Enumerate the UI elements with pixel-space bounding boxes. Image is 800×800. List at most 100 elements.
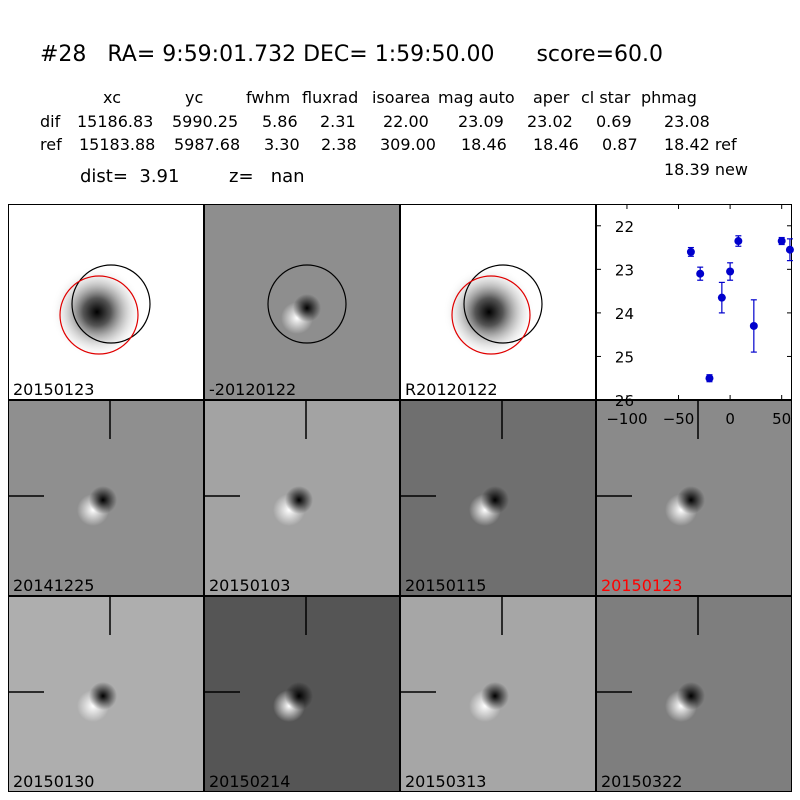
dif-isoarea: 22.00 bbox=[383, 112, 429, 131]
residual-negative bbox=[481, 682, 509, 710]
stamp-date-label: 20150123 bbox=[13, 380, 95, 399]
new-phmag: 18.39 new bbox=[664, 160, 748, 179]
source-blob bbox=[443, 266, 535, 358]
residual-negative bbox=[677, 682, 705, 710]
stamp-image bbox=[401, 597, 509, 722]
dif-yc: 5990.25 bbox=[172, 112, 239, 131]
marker bbox=[785, 245, 794, 254]
dif-fluxrad: 2.31 bbox=[320, 112, 356, 131]
data-point bbox=[777, 236, 786, 246]
residual-negative bbox=[89, 486, 117, 514]
residual-negative bbox=[285, 486, 313, 514]
stamp-image bbox=[267, 264, 347, 344]
col-magauto: mag auto bbox=[438, 88, 515, 107]
col-clstar: cl star bbox=[581, 88, 631, 107]
data-point bbox=[726, 262, 735, 281]
dif-aper: 23.02 bbox=[527, 112, 573, 131]
col-fluxrad: fluxrad bbox=[302, 88, 359, 107]
image-stamp: 20150322 bbox=[596, 596, 792, 792]
data-point bbox=[686, 246, 695, 257]
col-isoarea: isoarea bbox=[372, 88, 431, 107]
lightcurve-svg: 22 23 24 25 26−100 −50 0 50 bbox=[596, 204, 794, 428]
residual-negative bbox=[677, 486, 705, 514]
stamp-image bbox=[205, 597, 313, 722]
stamp-date-label: 20150313 bbox=[405, 772, 487, 791]
col-xc: xc bbox=[103, 88, 121, 107]
aperture-circle bbox=[71, 264, 151, 344]
data-point bbox=[749, 299, 758, 353]
data-point bbox=[705, 374, 714, 383]
dif-clstar: 0.69 bbox=[596, 112, 632, 131]
image-stamp: 20150123 bbox=[8, 204, 204, 400]
y-tick-label: 26 bbox=[615, 392, 634, 410]
ref-clstar: 0.87 bbox=[602, 135, 638, 154]
stamp-date-label: 20150123 bbox=[601, 576, 683, 595]
ref-isoarea: 309.00 bbox=[380, 135, 436, 154]
residual-negative bbox=[89, 682, 117, 710]
col-phmag: phmag bbox=[641, 88, 697, 107]
marker bbox=[749, 321, 758, 330]
ref-aper: 18.46 bbox=[533, 135, 579, 154]
marker bbox=[777, 237, 786, 246]
dif-fwhm: 5.86 bbox=[262, 112, 298, 131]
stamp-date-label: 20150214 bbox=[209, 772, 291, 791]
marker bbox=[686, 247, 695, 256]
stamp-image bbox=[401, 401, 509, 526]
stamp-date-label: 20150130 bbox=[13, 772, 95, 791]
col-yc: yc bbox=[185, 88, 204, 107]
stamp-date-label: 20150103 bbox=[209, 576, 291, 595]
candidate-title: #28 RA= 9:59:01.732 DEC= 1:59:50.00 scor… bbox=[40, 42, 663, 67]
marker bbox=[717, 293, 726, 302]
lightcurve-plot: 22 23 24 25 26 −100 −50 0 50 bbox=[596, 204, 794, 428]
data-point bbox=[696, 266, 705, 281]
residual-negative bbox=[293, 294, 321, 322]
ref-label: ref bbox=[40, 135, 62, 154]
stamp-image bbox=[597, 597, 705, 722]
image-stamp: 20150115 bbox=[400, 400, 596, 596]
dif-xc: 15186.83 bbox=[77, 112, 154, 131]
reference-circle bbox=[451, 275, 531, 355]
stamp-date-label: 20150115 bbox=[405, 576, 487, 595]
ref-phmag: 18.42 ref bbox=[664, 135, 737, 154]
marker bbox=[696, 269, 705, 278]
ref-magauto: 18.46 bbox=[461, 135, 507, 154]
x-tick-label: −100 bbox=[606, 410, 647, 428]
y-tick-label: 23 bbox=[615, 261, 634, 279]
image-stamp: 20150123 bbox=[596, 400, 792, 596]
stamp-image bbox=[443, 264, 543, 358]
marker bbox=[734, 237, 743, 246]
image-stamp: 20150313 bbox=[400, 596, 596, 792]
data-point bbox=[734, 235, 743, 247]
image-stamp: -20120122 bbox=[204, 204, 400, 400]
z-value: z= nan bbox=[229, 166, 305, 187]
aperture-circle bbox=[267, 264, 347, 344]
aperture-circle bbox=[463, 264, 543, 344]
marker bbox=[705, 374, 714, 383]
stamp-image bbox=[597, 401, 705, 526]
reference-circle bbox=[59, 275, 139, 355]
ref-fluxrad: 2.38 bbox=[321, 135, 357, 154]
dist-value: dist= 3.91 bbox=[80, 166, 180, 187]
col-fwhm: fwhm bbox=[246, 88, 291, 107]
image-stamp: R20120122 bbox=[400, 204, 596, 400]
dif-phmag: 23.08 bbox=[664, 112, 710, 131]
stamp-image bbox=[51, 264, 151, 358]
data-point bbox=[717, 281, 726, 314]
x-tick-label: 0 bbox=[725, 410, 735, 428]
image-stamp: 20150103 bbox=[204, 400, 400, 596]
col-aper: aper bbox=[533, 88, 570, 107]
stamp-image bbox=[9, 401, 117, 526]
y-tick-label: 24 bbox=[615, 305, 634, 323]
dif-magauto: 23.09 bbox=[458, 112, 504, 131]
image-stamp: 20150214 bbox=[204, 596, 400, 792]
x-tick-label: −50 bbox=[663, 410, 695, 428]
ref-fwhm: 3.30 bbox=[264, 135, 300, 154]
stamp-date-label: -20120122 bbox=[209, 380, 297, 399]
residual-negative bbox=[481, 486, 509, 514]
source-blob bbox=[51, 266, 143, 358]
residual-negative bbox=[285, 682, 313, 710]
stamp-date-label: R20120122 bbox=[405, 380, 498, 399]
stamp-date-label: 20150322 bbox=[601, 772, 683, 791]
y-tick-label: 25 bbox=[615, 348, 634, 366]
y-tick-label: 22 bbox=[615, 218, 634, 236]
